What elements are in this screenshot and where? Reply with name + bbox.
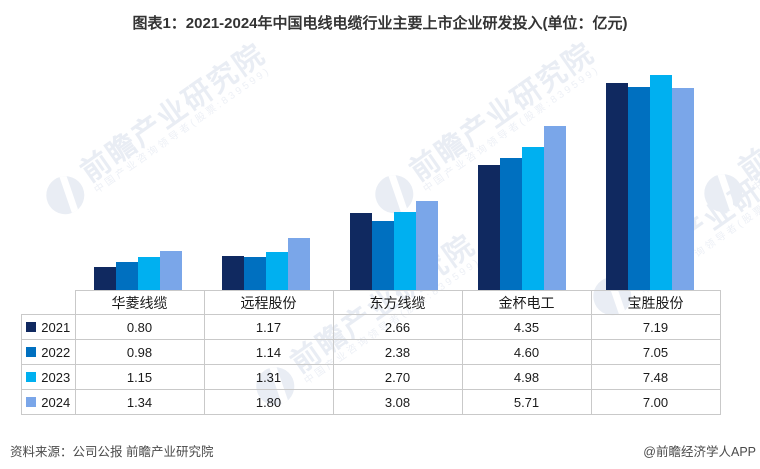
column-header-宝胜股份: 宝胜股份 [590, 290, 721, 315]
value-2021-华菱线缆: 0.80 [74, 314, 205, 340]
value-2022-远程股份: 1.14 [203, 339, 334, 365]
legend-year-2023: 2023 [21, 364, 76, 390]
bar-2022-宝胜股份 [628, 87, 650, 290]
data-table: 华菱线缆 远程股份 东方线缆 金杯电工 宝胜股份 2021 0.80 1.17 2.66 4.35… [21, 290, 721, 415]
value-2023-金杯电工: 4.98 [461, 364, 592, 390]
bar-2023-华菱线缆 [138, 257, 160, 290]
bar-2022-金杯电工 [500, 158, 522, 290]
value-2022-华菱线缆: 0.98 [74, 339, 205, 365]
value-2023-东方线缆: 2.70 [332, 364, 463, 390]
legend-swatch-2021 [26, 322, 37, 332]
table-row-2021: 2021 0.80 1.17 2.66 4.35 7.19 [21, 314, 721, 340]
value-2023-远程股份: 1.31 [203, 364, 334, 390]
value-2024-东方线缆: 3.08 [332, 389, 463, 415]
legend-label-2023: 2023 [41, 369, 71, 385]
legend-swatch-2022 [26, 347, 37, 357]
value-2021-远程股份: 1.17 [203, 314, 334, 340]
chart-title: 图表1：2021-2024年中国电线电缆行业主要上市企业研发投入(单位：亿元) [132, 15, 628, 32]
value-2023-华菱线缆: 1.15 [74, 364, 205, 390]
value-2022-金杯电工: 4.60 [461, 339, 592, 365]
bar-2021-东方线缆 [350, 213, 372, 290]
bar-2023-东方线缆 [394, 212, 416, 290]
source-note: 资料来源：公司公报 前瞻产业研究院 [10, 445, 214, 459]
value-2022-宝胜股份: 7.05 [590, 339, 721, 365]
column-header-东方线缆: 东方线缆 [332, 290, 463, 315]
bar-2022-远程股份 [244, 257, 266, 290]
bar-2021-远程股份 [222, 256, 244, 290]
value-2024-金杯电工: 5.71 [461, 389, 592, 415]
legend-swatch-2023 [26, 372, 37, 382]
bar-2024-东方线缆 [416, 201, 438, 290]
value-2021-宝胜股份: 7.19 [590, 314, 721, 340]
value-2024-宝胜股份: 7.00 [590, 389, 721, 415]
bar-2021-宝胜股份 [606, 83, 628, 290]
legend-year-2021: 2021 [21, 314, 76, 340]
bar-2021-金杯电工 [478, 165, 500, 290]
column-header-华菱线缆: 华菱线缆 [74, 290, 205, 315]
legend-year-2022: 2022 [21, 339, 76, 365]
table-row-2023: 2023 1.15 1.31 2.70 4.98 7.48 [21, 364, 721, 390]
bar-2023-远程股份 [266, 252, 288, 290]
value-2024-华菱线缆: 1.34 [74, 389, 205, 415]
legend-label-2021: 2021 [41, 319, 71, 335]
value-2021-金杯电工: 4.35 [461, 314, 592, 340]
bar-2022-华菱线缆 [116, 262, 138, 290]
value-2022-东方线缆: 2.38 [332, 339, 463, 365]
column-header-金杯电工: 金杯电工 [461, 290, 592, 315]
legend-year-2024: 2024 [21, 389, 76, 415]
bar-2024-金杯电工 [544, 126, 566, 290]
bar-2022-东方线缆 [372, 221, 394, 290]
bar-2024-宝胜股份 [672, 88, 694, 290]
column-header-远程股份: 远程股份 [203, 290, 334, 315]
bar-2023-金杯电工 [522, 147, 544, 290]
bar-2023-宝胜股份 [650, 75, 672, 290]
legend-swatch-2024 [26, 397, 37, 407]
value-2023-宝胜股份: 7.48 [590, 364, 721, 390]
credit-note: @前瞻经济学人APP [643, 445, 756, 459]
bar-2024-远程股份 [288, 238, 310, 290]
legend-label-2022: 2022 [41, 344, 71, 360]
table-row-2022: 2022 0.98 1.14 2.38 4.60 7.05 [21, 339, 721, 365]
legend-label-2024: 2024 [41, 394, 71, 410]
table-corner-cell [22, 291, 76, 315]
table-row-2024: 2024 1.34 1.80 3.08 5.71 7.00 [21, 389, 721, 415]
value-2021-东方线缆: 2.66 [332, 314, 463, 340]
bar-2024-华菱线缆 [160, 251, 182, 290]
bar-2021-华菱线缆 [94, 267, 116, 290]
value-2024-远程股份: 1.80 [203, 389, 334, 415]
